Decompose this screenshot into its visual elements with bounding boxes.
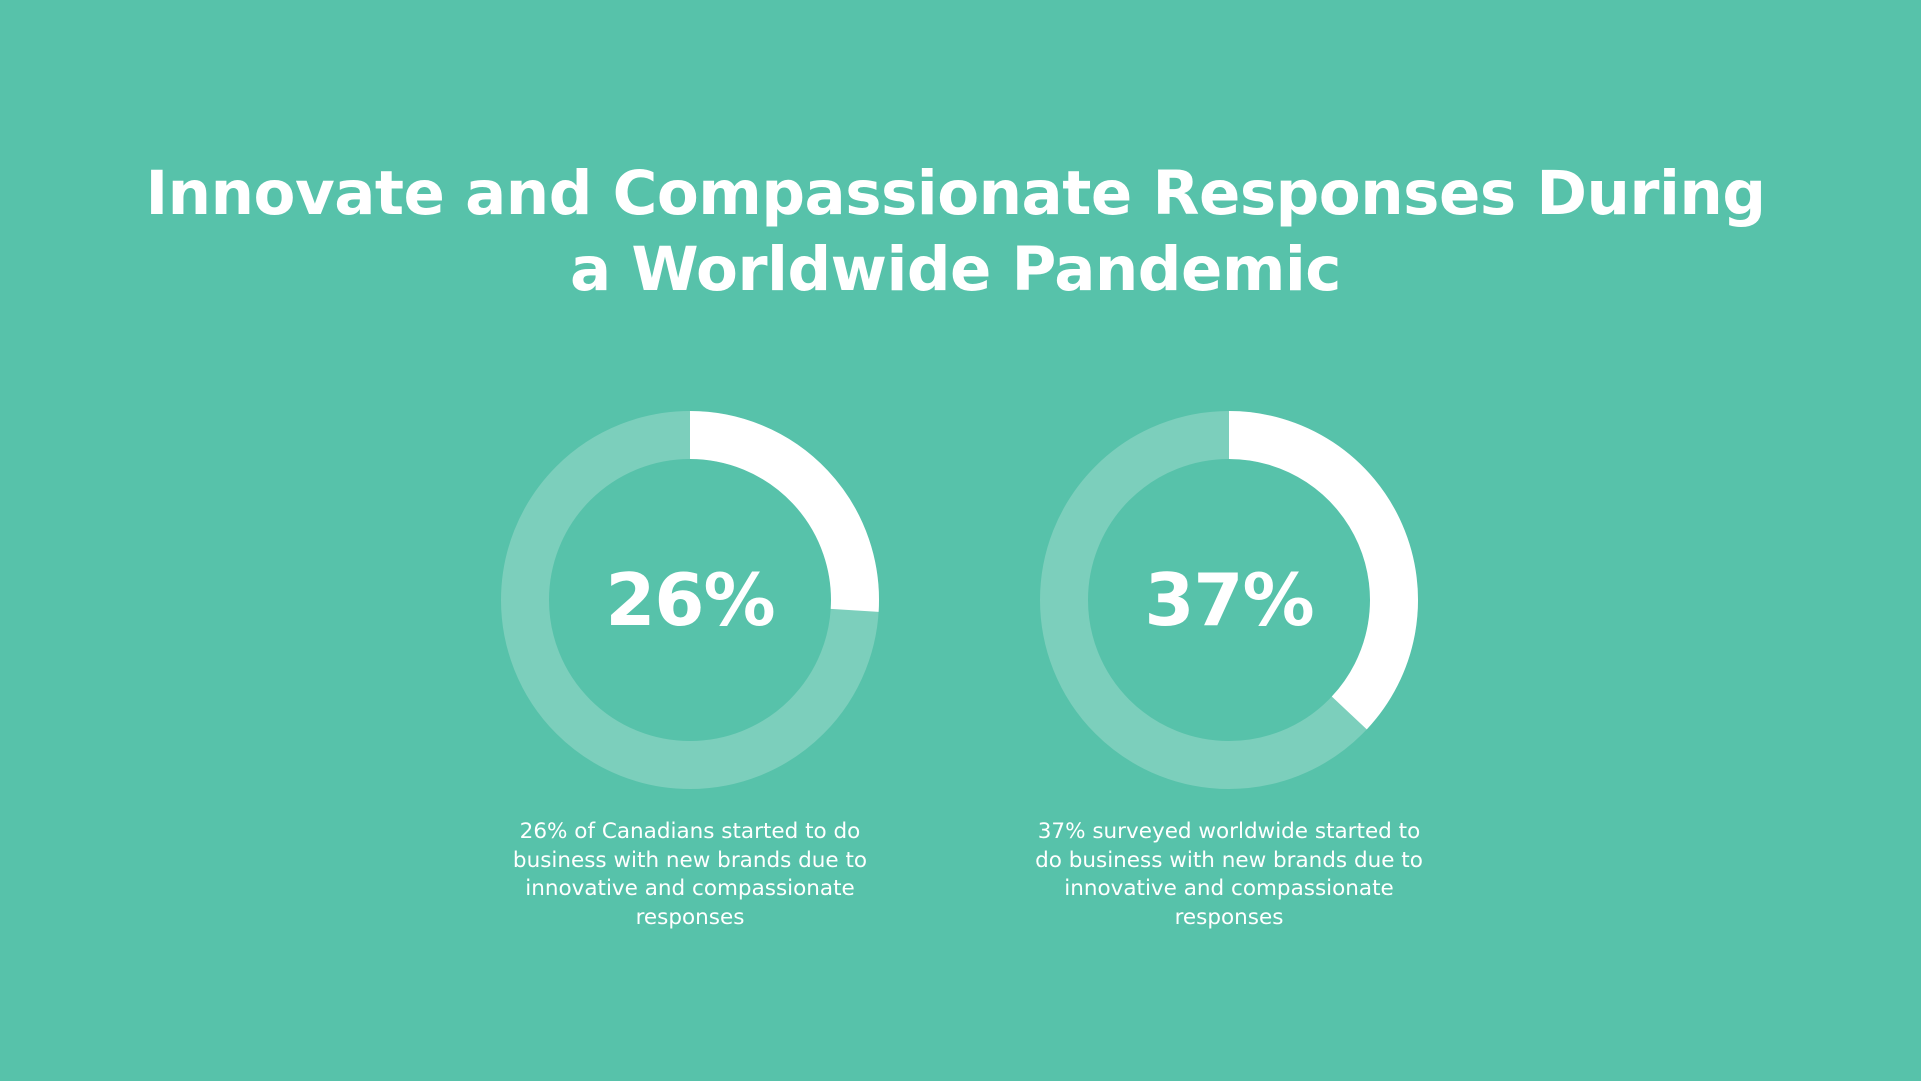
donut-center-value-canadians: 26% [605,558,775,642]
donut-caption-canadians: 26% of Canadians started to do business … [512,819,868,930]
donut-slice-canadians [689,411,879,612]
donut-slice-worldwide [1228,411,1418,730]
slide-title-line-1: Innovate and Compassionate Responses Dur… [145,158,1766,229]
slide-title: Innovate and Compassionate Responses Dur… [0,156,1911,308]
donut-center-value-worldwide: 37% [1144,558,1314,642]
slide-title-line-2: a Worldwide Pandemic [570,234,1341,305]
donut-svg-canadians [501,411,879,789]
donut-chart-canadians: 26% [500,410,880,790]
donut-caption-worldwide: 37% surveyed worldwide started to do bus… [1035,819,1423,930]
donut-chart-worldwide: 37% [1039,410,1419,790]
donut-svg-worldwide [1040,411,1418,789]
